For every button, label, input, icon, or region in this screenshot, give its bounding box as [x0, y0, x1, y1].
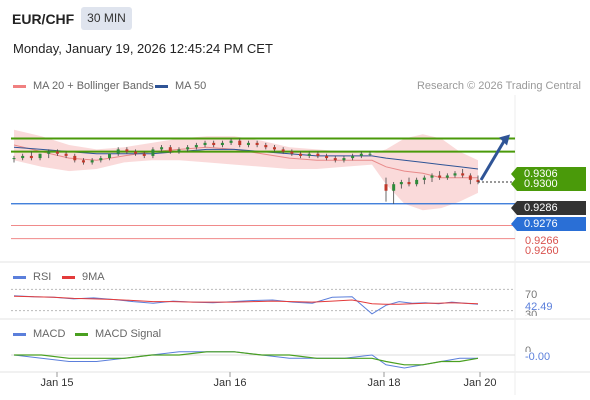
macd-line	[13, 351, 478, 369]
candle-body-10	[99, 158, 103, 161]
pivot-tag: 0.9276	[511, 217, 586, 231]
legend-bollinger-label: MA 20 + Bollinger Bands	[33, 80, 154, 92]
candle-body-15	[142, 153, 146, 156]
candle-body-44	[399, 182, 403, 185]
legend-9ma-label: 9MA	[82, 271, 105, 283]
macd-zero-label: 0	[525, 345, 532, 352]
macd-signal-line	[14, 351, 479, 366]
date-label-jan20: Jan 20	[463, 377, 497, 389]
candle-body-1	[21, 155, 25, 159]
candle-body-27	[246, 142, 250, 146]
candle-body-48	[430, 175, 434, 178]
legend-ma50: MA 50	[155, 80, 206, 92]
candle-body-20	[186, 147, 190, 150]
legend-rsi: RSI	[13, 271, 51, 283]
candle-body-22	[203, 142, 207, 146]
target-arrow-head	[499, 134, 510, 146]
candle-body-0	[12, 158, 16, 160]
candle-body-24	[220, 142, 224, 146]
legend-macd: MACD	[13, 328, 65, 340]
candle-body-54	[476, 179, 480, 183]
candle-body-46	[415, 179, 419, 185]
candle-body-19	[177, 149, 181, 152]
candle-body-11	[108, 153, 112, 159]
ma50-line	[13, 146, 479, 170]
candle-body-30	[272, 147, 276, 150]
candle-body-34	[307, 153, 311, 156]
candle-body-7	[73, 155, 77, 161]
candle-body-37	[333, 158, 337, 161]
candle-body-45	[407, 182, 411, 185]
candle-body-35	[316, 153, 320, 156]
candle-body-36	[325, 155, 329, 159]
candle-body-43	[392, 184, 396, 191]
candle-body-17	[160, 147, 164, 150]
rsi-value: 42.49	[525, 301, 553, 313]
candle-body-26	[238, 140, 242, 146]
legend-macd-signal-label: MACD Signal	[95, 328, 162, 340]
9ma-swatch	[62, 275, 75, 279]
candle-body-14	[134, 151, 138, 154]
candle-body-39	[351, 155, 355, 159]
legend-9ma: 9MA	[62, 271, 105, 283]
bollinger-swatch	[13, 84, 26, 88]
target-arrow-shaft	[479, 138, 507, 181]
legend-bollinger: MA 20 + Bollinger Bands	[13, 80, 154, 92]
candle-body-2	[29, 155, 33, 159]
rsi-level-70: 70	[525, 289, 538, 301]
candle-body-31	[281, 149, 285, 152]
candle-body-51	[453, 173, 457, 176]
credit-label: Research © 2026 Trading Central	[416, 80, 581, 92]
datetime-label: Monday, January 19, 2026 12:45:24 PM CET	[13, 41, 273, 56]
date-label-jan15: Jan 15	[40, 377, 74, 389]
date-label-jan16: Jan 16	[213, 377, 247, 389]
timeframe-button[interactable]: 30 MIN	[81, 7, 132, 30]
candle-body-9	[90, 160, 94, 163]
last-price-tag: 0.9286	[511, 201, 586, 215]
date-label-jan18: Jan 18	[367, 377, 401, 389]
support-tag-1: 0.9266	[525, 235, 559, 247]
candle-body-47	[422, 177, 426, 180]
candle-body-13	[125, 149, 129, 152]
candle-body-28	[255, 142, 259, 146]
candle-body-38	[342, 158, 346, 161]
legend-macd-label: MACD	[33, 328, 66, 340]
candle-body-52	[461, 173, 465, 176]
candle-body-53	[468, 175, 472, 180]
legend-rsi-label: RSI	[33, 271, 52, 283]
candle-body-33	[299, 153, 303, 156]
support-tag-2: 0.9260	[525, 245, 559, 257]
bollinger-band-area	[14, 129, 478, 211]
macd-value: -0.00	[525, 351, 551, 363]
candle-body-18	[168, 147, 172, 152]
macd-signal-swatch	[75, 332, 88, 336]
candle-body-8	[81, 160, 85, 163]
symbol-title: EUR/CHF	[12, 11, 75, 27]
ma50-swatch	[155, 84, 168, 88]
candle-body-3	[38, 153, 42, 159]
legend-macd-signal: MACD Signal	[75, 328, 161, 340]
candle-body-5	[55, 151, 59, 154]
candle-body-40	[359, 153, 363, 156]
candle-body-21	[194, 145, 198, 148]
candle-body-50	[445, 175, 449, 178]
candle-body-32	[290, 151, 294, 154]
candle-body-4	[47, 151, 51, 154]
legend-ma50-label: MA 50	[175, 80, 207, 92]
candle-body-42	[384, 184, 388, 191]
rsi-level-30: 30	[525, 309, 538, 316]
candle-body-25	[229, 140, 233, 143]
candle-body-29	[264, 145, 268, 148]
rsi-ma-line	[13, 295, 479, 305]
candle-body-41	[368, 153, 372, 155]
rsi-swatch	[13, 275, 26, 279]
macd-swatch	[13, 332, 26, 336]
candle-body-49	[438, 175, 442, 178]
candle-body-12	[116, 149, 120, 154]
resistance-tag-2: 0.9300	[511, 177, 586, 191]
candle-body-6	[64, 153, 68, 156]
candle-body-16	[151, 149, 155, 156]
candle-body-23	[212, 142, 216, 146]
